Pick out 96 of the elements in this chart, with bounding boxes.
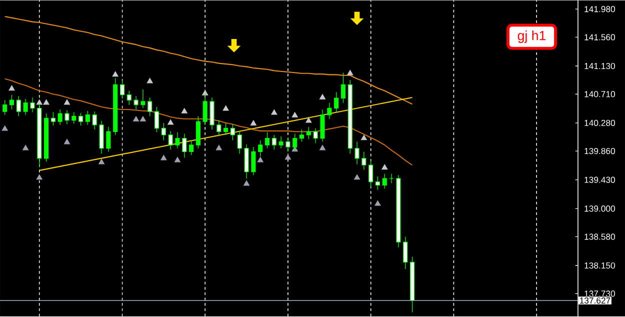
candlestick bbox=[148, 97, 152, 117]
candlestick bbox=[134, 96, 138, 110]
point bbox=[64, 99, 70, 105]
point bbox=[168, 120, 174, 125]
y-tick-label: 139.430 bbox=[584, 176, 616, 183]
point bbox=[160, 155, 167, 160]
candlestick bbox=[327, 102, 332, 120]
candlestick bbox=[354, 141, 360, 165]
candlestick bbox=[272, 134, 276, 150]
point bbox=[292, 112, 298, 118]
point bbox=[243, 180, 250, 186]
candlestick bbox=[403, 236, 408, 270]
candlestick bbox=[50, 112, 56, 126]
point bbox=[382, 164, 388, 170]
point bbox=[174, 157, 181, 162]
candlestick bbox=[106, 126, 111, 152]
candlestick bbox=[334, 92, 339, 113]
candlestick bbox=[9, 94, 14, 110]
candlestick bbox=[23, 98, 28, 116]
point bbox=[22, 144, 29, 150]
point bbox=[146, 78, 153, 84]
point bbox=[360, 134, 367, 140]
point bbox=[374, 200, 381, 206]
point bbox=[250, 120, 256, 126]
candlestick bbox=[154, 106, 160, 133]
y-tick-label: 141.980 bbox=[584, 6, 616, 12]
candlestick bbox=[244, 144, 249, 179]
candlestick bbox=[224, 122, 228, 136]
point bbox=[257, 157, 264, 162]
point bbox=[284, 154, 292, 160]
candlestick bbox=[230, 124, 235, 141]
candlestick bbox=[175, 132, 180, 149]
candlestick bbox=[278, 136, 284, 149]
candlestick bbox=[85, 110, 90, 126]
candlestick bbox=[196, 116, 200, 149]
candlestick bbox=[2, 100, 8, 116]
y-tick-label: 138.580 bbox=[584, 234, 616, 240]
point bbox=[112, 71, 118, 77]
candlestick bbox=[264, 132, 270, 149]
text: gj h1 bbox=[518, 30, 546, 44]
candlestick bbox=[340, 72, 346, 104]
candlestick bbox=[126, 90, 132, 106]
candlestick bbox=[92, 111, 97, 130]
point bbox=[271, 110, 278, 115]
point bbox=[319, 94, 326, 100]
candlestick bbox=[216, 120, 222, 137]
candlestick bbox=[161, 122, 166, 141]
point bbox=[216, 144, 222, 150]
ref-line-label: 137.627 bbox=[580, 298, 610, 304]
y-tick-label: 141.130 bbox=[584, 63, 616, 70]
y-tick-label: 139.860 bbox=[584, 148, 616, 154]
point bbox=[36, 99, 42, 105]
y-tick-label: 137.730 bbox=[584, 290, 616, 297]
point bbox=[36, 174, 42, 180]
candlestick bbox=[64, 110, 70, 125]
candlestick bbox=[237, 130, 242, 154]
candlestick bbox=[375, 176, 380, 190]
candlestick bbox=[72, 112, 76, 124]
point bbox=[354, 174, 360, 180]
candlestick bbox=[30, 97, 35, 113]
y-tick-label: 138.150 bbox=[584, 262, 616, 269]
candlestick bbox=[140, 89, 146, 109]
point bbox=[43, 99, 50, 105]
candlestick bbox=[313, 128, 318, 144]
point bbox=[347, 70, 354, 76]
y-tick-label: 140.280 bbox=[584, 120, 616, 126]
candlestick bbox=[16, 96, 21, 117]
point bbox=[202, 90, 208, 96]
y-tick-label: 140.710 bbox=[584, 91, 616, 98]
candlestick bbox=[382, 174, 387, 189]
candlestick bbox=[251, 146, 256, 176]
candlestick bbox=[362, 151, 366, 170]
point bbox=[8, 85, 15, 91]
candlestick bbox=[210, 97, 214, 130]
candlestick bbox=[306, 126, 311, 140]
point bbox=[140, 116, 146, 122]
candlestick bbox=[182, 133, 187, 158]
candlestick bbox=[300, 129, 304, 142]
candlestick bbox=[58, 109, 62, 126]
point bbox=[306, 118, 312, 123]
y-tick-label: 139.000 bbox=[584, 206, 616, 212]
candlestick bbox=[258, 140, 263, 157]
candlestick bbox=[189, 140, 194, 156]
point bbox=[64, 138, 70, 144]
point bbox=[2, 126, 8, 131]
candlestick bbox=[168, 130, 173, 150]
candlestick bbox=[320, 109, 325, 142]
candlestick bbox=[99, 120, 104, 154]
y-tick-label: 141.560 bbox=[584, 34, 616, 40]
candlestick bbox=[286, 137, 290, 152]
point bbox=[181, 108, 188, 114]
point bbox=[319, 144, 326, 150]
candlestick bbox=[78, 112, 84, 126]
point bbox=[98, 159, 105, 164]
point bbox=[133, 116, 140, 122]
point bbox=[222, 105, 229, 111]
